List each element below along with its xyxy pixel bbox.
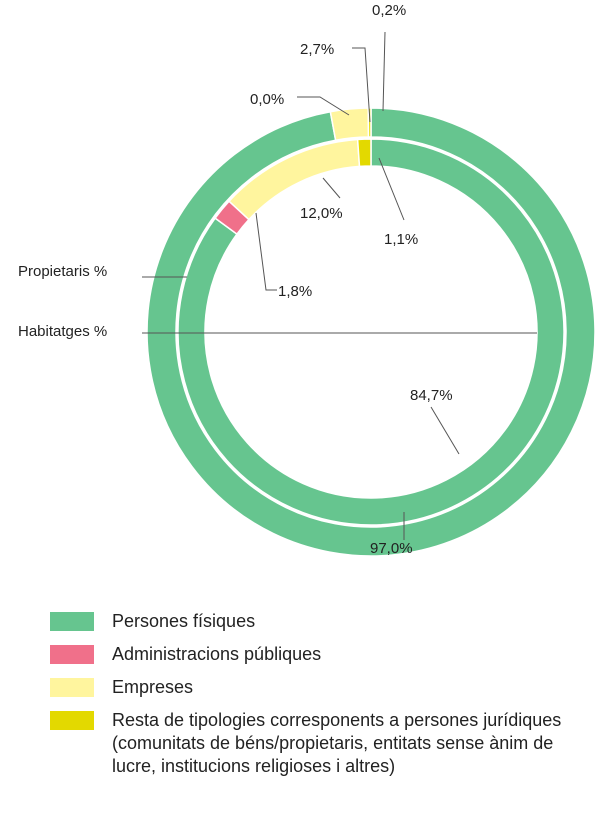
leader-line-8 <box>378 157 405 221</box>
slice-0-0 <box>146 107 596 557</box>
ring-name-habitatges: Habitatges % <box>18 323 107 340</box>
slice-1-3 <box>356 138 372 168</box>
legend-item-resta-tipologies: Resta de tipologies corresponents a pers… <box>50 709 570 778</box>
legend-swatch <box>50 711 94 730</box>
legend: Persones físiques Administracions públiq… <box>50 610 570 788</box>
legend-label: Administracions públiques <box>112 644 322 664</box>
legend-label: Persones físiques <box>112 611 256 631</box>
legend-label: Empreses <box>112 677 194 697</box>
leader-lines <box>142 31 537 540</box>
data-label-habitatges-fisiques: 84,7% <box>410 387 453 404</box>
slice-0-2 <box>329 107 370 142</box>
data-label-habitatges-empreses: 12,0% <box>300 205 343 222</box>
ring-habitatges <box>177 138 565 526</box>
leader-line-6 <box>430 406 460 455</box>
data-label-propietaris-empreses: 2,7% <box>300 41 334 58</box>
leader-line-2 <box>297 96 350 116</box>
ring-name-propietaris: Propietaris % <box>18 263 107 280</box>
data-label-propietaris-resta: 0,2% <box>372 2 406 19</box>
legend-label: Resta de tipologies corresponents a pers… <box>112 710 562 776</box>
leader-line-4 <box>382 31 386 112</box>
data-label-habitatges-administracions: 1,8% <box>278 283 312 300</box>
legend-item-administracions-publiques: Administracions públiques <box>50 643 570 666</box>
leader-line-7 <box>322 177 341 199</box>
leader-line-9 <box>255 212 277 291</box>
data-label-habitatges-resta: 1,1% <box>384 231 418 248</box>
slice-1-0 <box>177 138 565 526</box>
leader-line-3 <box>352 47 371 123</box>
legend-swatch <box>50 645 94 664</box>
legend-item-empreses: Empreses <box>50 676 570 699</box>
data-label-propietaris-fisiques: 97,0% <box>370 540 413 557</box>
ring-propietaris <box>146 107 596 557</box>
legend-swatch <box>50 678 94 697</box>
legend-item-persones-fisiques: Persones físiques <box>50 610 570 633</box>
data-label-propietaris-administracions: 0,0% <box>250 91 284 108</box>
legend-swatch <box>50 612 94 631</box>
donut-chart: Propietaris % Habitatges % 97,0% 0,0% 2,… <box>18 2 596 557</box>
